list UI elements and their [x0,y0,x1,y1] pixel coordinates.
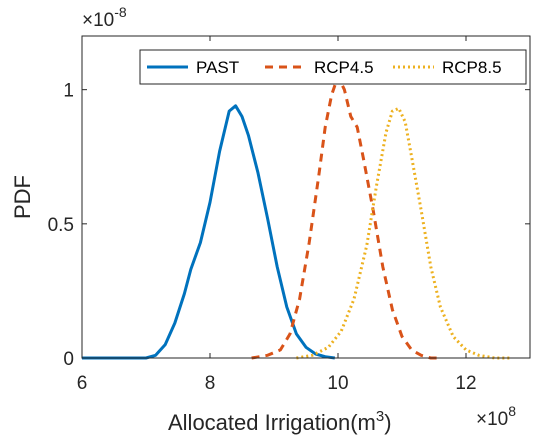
series-line-past [82,104,336,360]
x-tick-label: 10 [327,373,348,394]
legend-label-rcp85: RCP8.5 [442,58,502,77]
y-tick-label: 1 [63,81,74,102]
series-layer [82,74,511,360]
legend: PAST RCP4.5 RCP8.5 [139,49,527,85]
series-line-rcp45 [251,74,441,360]
axes-layer: 6 8 10 12 0 0.5 1 [48,35,531,394]
legend-label-past: PAST [196,58,239,77]
legend-label-rcp45: RCP4.5 [314,58,374,77]
x-tick-label: 6 [77,373,88,394]
x-tick-label: 8 [205,373,216,394]
y-axis-label: PDF [10,175,35,219]
y-tick-label: 0.5 [48,215,74,236]
y-exponent-label: ×10-8 [82,4,127,31]
series-line-rcp85 [296,106,511,360]
y-tick-label: 0 [63,349,74,370]
x-tick-label: 12 [455,373,476,394]
legend-box [139,49,527,85]
x-axis-label: Allocated Irrigation(m3) [168,408,392,435]
plot-area [82,36,530,358]
axes-box [81,35,531,359]
x-exponent-label: ×108 [476,403,516,430]
